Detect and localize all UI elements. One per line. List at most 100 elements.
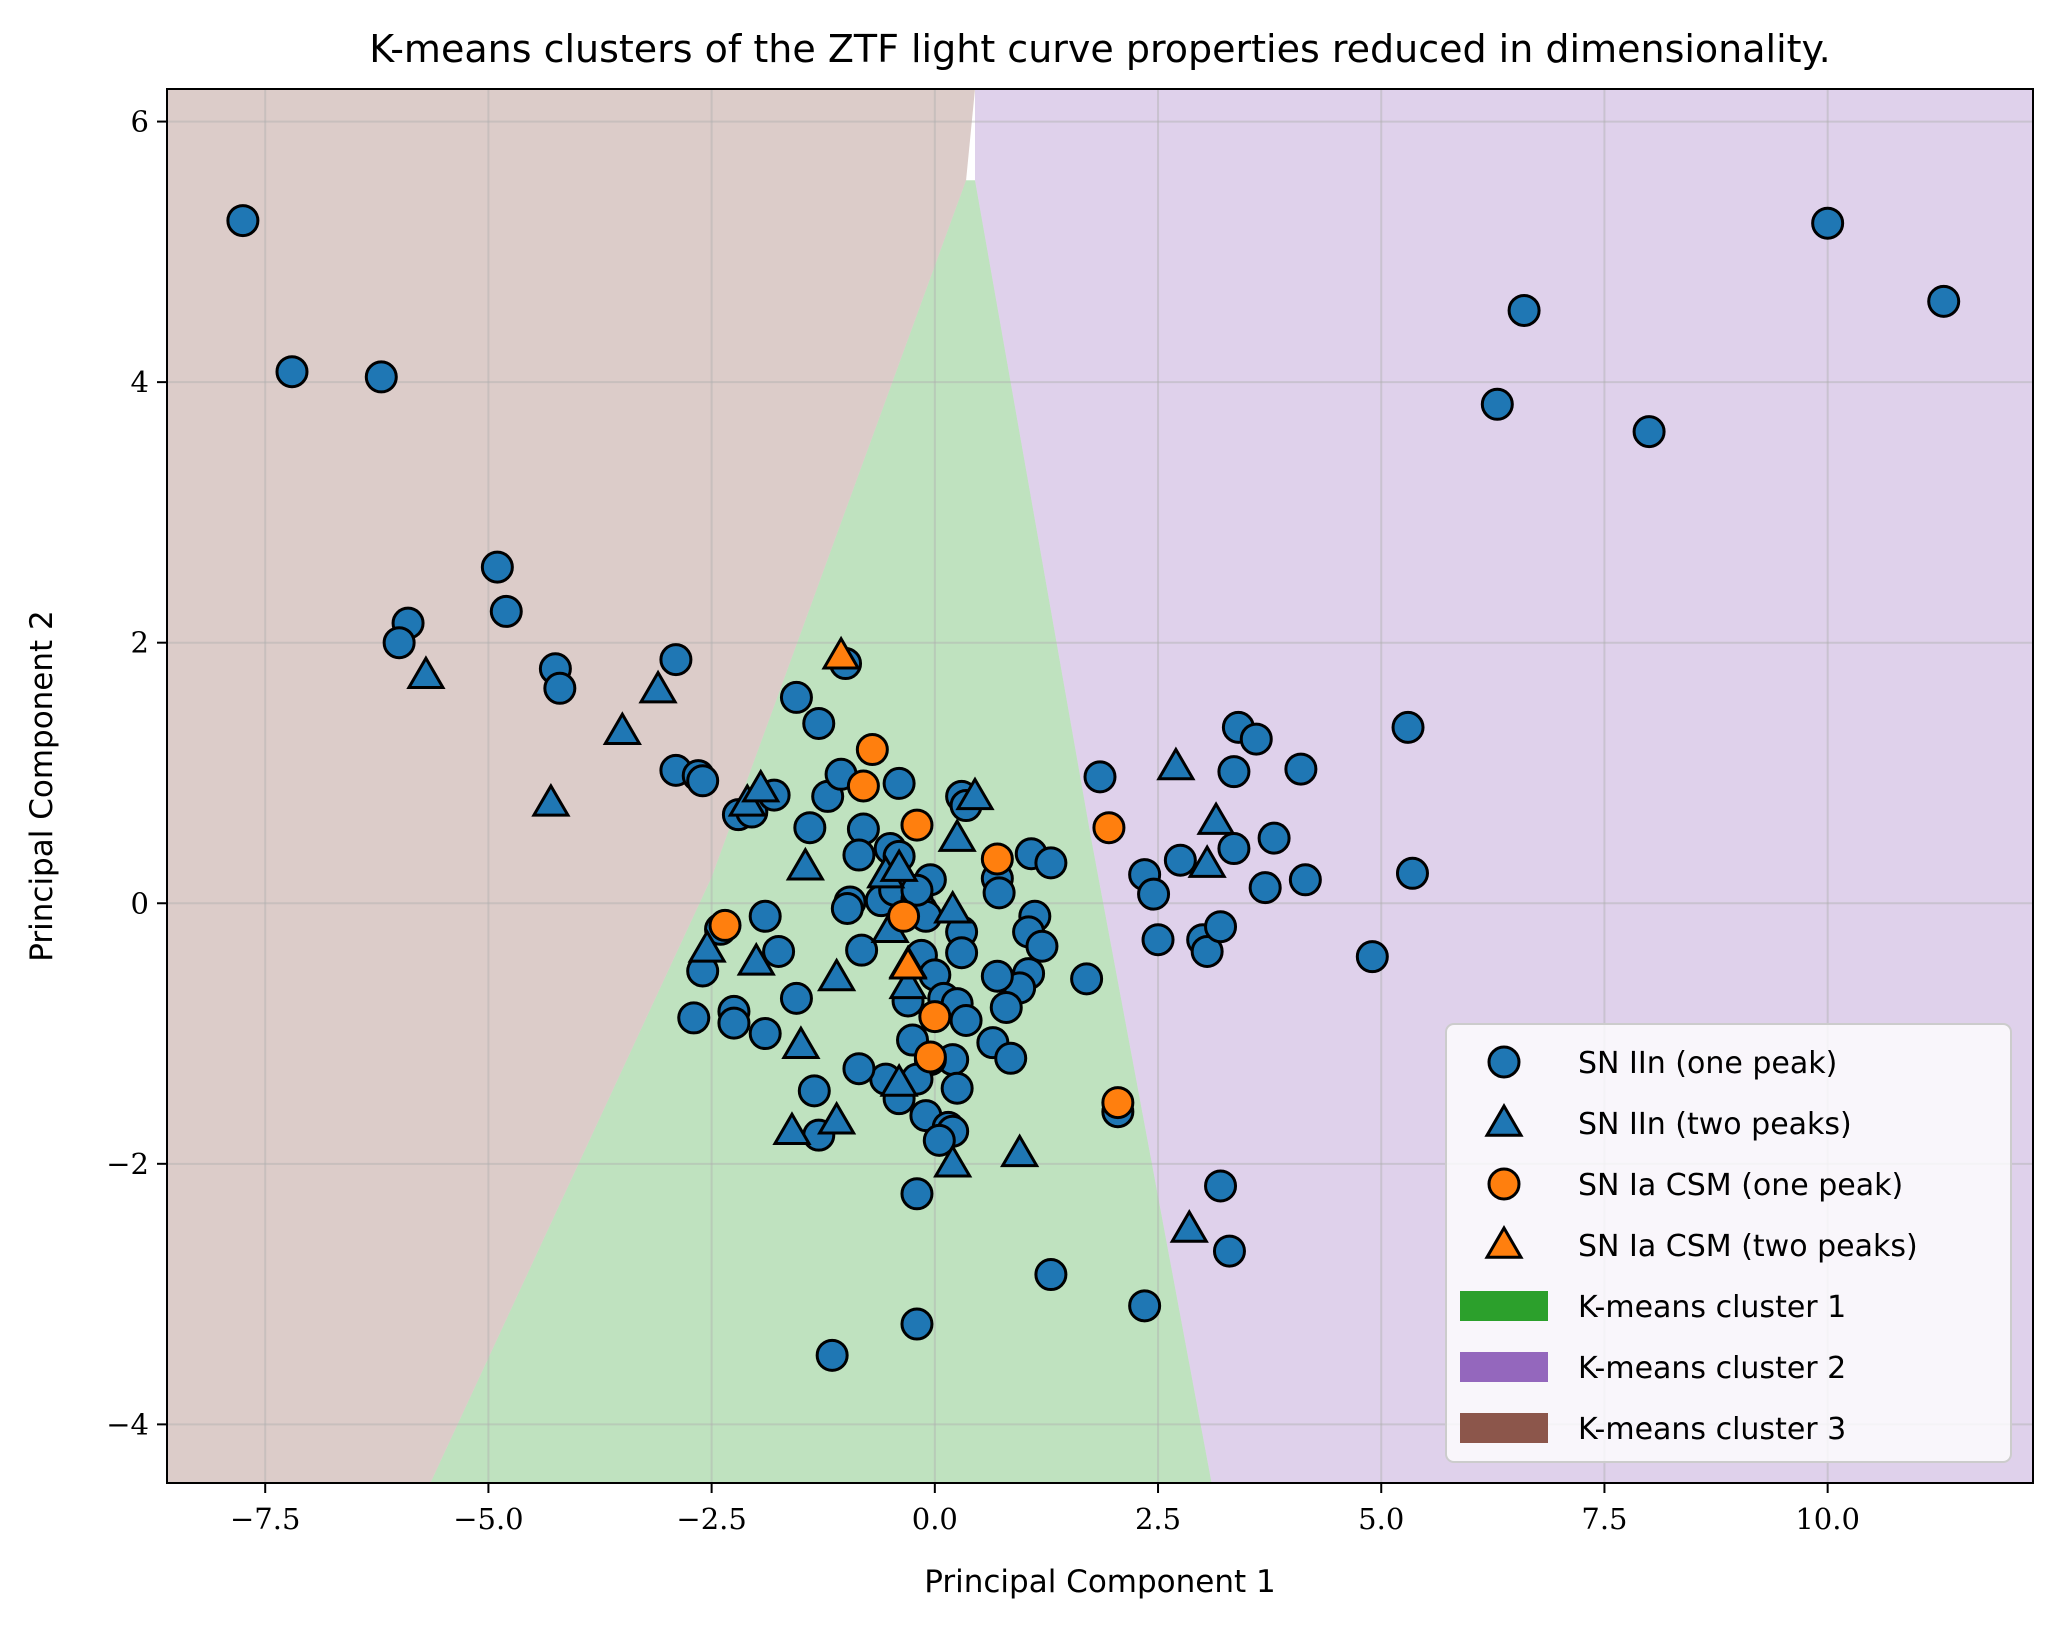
- legend-k-means-cluster-1-swatch: [1460, 1291, 1548, 1321]
- sn-iin-two-peaks-point: [817, 1100, 857, 1135]
- sn-iin-two-peaks-point: [638, 669, 678, 704]
- sn-iin-two-peaks-point: [602, 711, 642, 746]
- y-tick-label: 4: [131, 365, 149, 399]
- sn-iin-two-peaks-point: [406, 655, 446, 690]
- sn-iin-one-peak-point: [1632, 415, 1666, 449]
- sn-iin-two-peaks-point: [933, 1143, 973, 1178]
- sn-iin-two-peaks-point: [1169, 1208, 1209, 1243]
- sn-iin-one-peak-point: [1217, 755, 1251, 789]
- legend-sn-ia-csm-one-peak-marker: [1487, 1167, 1521, 1201]
- sn-iin-one-peak-point: [1137, 877, 1171, 911]
- sn-iin-one-peak-point: [994, 1041, 1028, 1075]
- sn-iin-one-peak-point: [1212, 1234, 1246, 1268]
- sn-iin-two-peaks-point: [1187, 844, 1227, 878]
- sn-iin-two-peaks-point: [937, 818, 977, 852]
- sn-iin-one-peak-point: [748, 899, 782, 933]
- sn-ia-csm-one-peak-point: [913, 1040, 947, 1074]
- sn-iin-two-peaks-point: [879, 848, 919, 882]
- sn-iin-one-peak-point: [797, 1074, 831, 1108]
- sn-iin-one-peak-point: [1190, 934, 1224, 968]
- sn-iin-one-peak-point: [1141, 923, 1175, 957]
- legend: SN IIn (one peak) SN IIn (two peaks) SN Ia…: [1445, 1023, 2012, 1463]
- x-tick-label: −2.5: [676, 1502, 746, 1536]
- sn-iin-one-peak-point: [1204, 910, 1238, 944]
- sn-iin-one-peak-point: [793, 811, 827, 845]
- sn-iin-one-peak-point: [845, 933, 879, 967]
- sn-iin-two-peaks-point: [781, 1025, 821, 1059]
- sn-ia-csm-one-peak-point: [887, 899, 921, 933]
- sn-iin-one-peak-point: [1217, 832, 1251, 866]
- x-axis-ticks: −7.5 −5.0 −2.5 0.0 2.5 5.0 7.5 10.0: [230, 1483, 1860, 1536]
- chart-title: K-means clusters of the ZTF light curve …: [369, 27, 1830, 71]
- sn-ia-csm-one-peak-point: [1101, 1086, 1135, 1120]
- sn-iin-one-peak-point: [949, 1004, 983, 1038]
- y-tick-label: −4: [106, 1407, 149, 1441]
- sn-iin-two-peaks-point: [1156, 746, 1196, 781]
- sn-iin-one-peak-point: [1927, 284, 1961, 318]
- sn-iin-one-peak-point: [543, 671, 577, 705]
- legend-k-means-cluster-2-swatch: [1460, 1352, 1548, 1382]
- sn-ia-csm-one-peak-point: [1092, 811, 1126, 845]
- sn-iin-one-peak-point: [779, 680, 813, 714]
- sn-iin-one-peak-point: [659, 643, 693, 677]
- sn-iin-one-peak-point: [1070, 962, 1104, 996]
- sn-iin-one-peak-point: [1248, 871, 1282, 905]
- sn-iin-one-peak-point: [1257, 821, 1291, 855]
- x-tick-label: −7.5: [230, 1502, 300, 1536]
- legend-k-means-cluster-1-label: K-means cluster 1: [1578, 1290, 1846, 1325]
- sn-iin-one-peak-point: [922, 1123, 956, 1157]
- data-points: [226, 204, 1961, 1372]
- sn-iin-two-peaks-point: [741, 768, 781, 803]
- sn-iin-one-peak-point: [900, 1177, 934, 1211]
- sn-iin-two-peaks-point: [785, 846, 825, 881]
- sn-iin-two-peaks-point: [772, 1111, 812, 1145]
- sn-iin-two-peaks-point: [1000, 1133, 1040, 1168]
- sn-iin-two-peaks-point: [879, 1063, 919, 1097]
- sn-ia-csm-one-peak-point: [900, 808, 934, 842]
- legend-sn-ia-csm-one-peak-label: SN Ia CSM (one peak): [1578, 1168, 1903, 1203]
- y-tick-label: 6: [131, 105, 149, 139]
- sn-ia-csm-one-peak-point: [846, 769, 880, 803]
- sn-iin-one-peak-point: [1395, 856, 1429, 890]
- plot-frame: [166, 88, 2034, 1484]
- sn-iin-one-peak-point: [364, 360, 398, 394]
- sn-ia-csm-one-peak-point: [918, 1000, 952, 1034]
- sn-iin-one-peak-point: [717, 1006, 751, 1040]
- x-axis-label: Principal Component 1: [924, 1564, 1276, 1600]
- cluster-region-3: [167, 89, 976, 1483]
- sn-iin-one-peak-point: [842, 838, 876, 872]
- sn-iin-one-peak-point: [1025, 929, 1059, 963]
- sn-iin-one-peak-point: [1811, 206, 1845, 240]
- sn-iin-one-peak-point: [1083, 760, 1117, 794]
- sn-iin-one-peak-point: [677, 1001, 711, 1035]
- legend-k-means-cluster-3-swatch: [1460, 1413, 1548, 1443]
- sn-iin-one-peak-point: [980, 959, 1014, 993]
- sn-iin-two-peaks-point: [817, 957, 857, 992]
- sn-iin-one-peak-point: [1507, 293, 1541, 327]
- sn-iin-two-peaks-point: [955, 776, 995, 811]
- sn-iin-one-peak-point: [779, 981, 813, 1015]
- sn-iin-one-peak-point: [1163, 843, 1197, 877]
- sn-iin-one-peak-point: [842, 1052, 876, 1086]
- legend-sn-ia-csm-two-peaks-marker: [1484, 1225, 1524, 1259]
- sn-iin-one-peak-point: [748, 1017, 782, 1051]
- legend-k-means-cluster-2-label: K-means cluster 2: [1578, 1351, 1846, 1386]
- sn-iin-one-peak-point: [1284, 752, 1318, 786]
- y-tick-label: 2: [131, 626, 149, 660]
- sn-iin-one-peak-point: [489, 594, 523, 628]
- sn-iin-one-peak-point: [275, 355, 309, 389]
- sn-ia-csm-one-peak-point: [980, 842, 1014, 876]
- sn-iin-one-peak-point: [940, 1071, 974, 1105]
- y-tick-label: −2: [106, 1147, 149, 1181]
- sn-ia-csm-two-peaks-point: [888, 945, 928, 980]
- sn-iin-one-peak-point: [882, 766, 916, 800]
- x-tick-label: 2.5: [1135, 1502, 1181, 1536]
- sn-iin-one-peak-point: [1480, 387, 1514, 421]
- sn-iin-one-peak-point: [945, 936, 979, 970]
- x-tick-label: 0.0: [912, 1502, 958, 1536]
- x-tick-label: 7.5: [1581, 1502, 1627, 1536]
- y-axis-ticks: −4 −2 0 2 4 6: [106, 105, 167, 1441]
- sn-iin-one-peak-point: [802, 706, 836, 740]
- sn-iin-one-peak-point: [762, 934, 796, 968]
